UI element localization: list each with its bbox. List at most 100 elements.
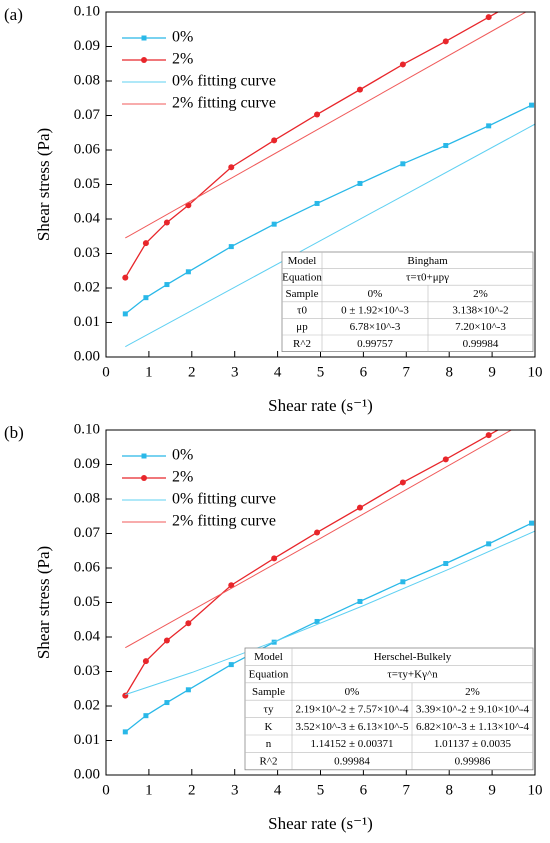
y-tick-label: 0.00 bbox=[74, 766, 100, 782]
marker bbox=[529, 520, 535, 526]
marker bbox=[228, 582, 235, 589]
y-tick-label: 0.09 bbox=[74, 456, 100, 472]
x-tick-label: 2 bbox=[188, 782, 196, 798]
marker bbox=[400, 579, 406, 585]
x-tick-label: 9 bbox=[488, 782, 496, 798]
y-tick-label: 0.07 bbox=[74, 107, 101, 123]
marker bbox=[399, 61, 406, 68]
marker bbox=[400, 161, 406, 167]
table-cell: 2% bbox=[473, 288, 488, 300]
series-line bbox=[124, 522, 532, 733]
marker bbox=[141, 475, 147, 481]
marker bbox=[164, 700, 170, 706]
marker bbox=[122, 729, 128, 735]
table-cell: τ=τy+Kγ^n bbox=[387, 669, 438, 681]
marker bbox=[122, 311, 128, 317]
parameter-table: Model Bingham Equation τ=τ0+μpγ Sample 0% 2% τ0… bbox=[281, 251, 534, 352]
x-tick-label: 6 bbox=[360, 364, 368, 380]
marker bbox=[442, 456, 449, 463]
table-cell: 2.19×10^-2 ± 7.57×10^-4 bbox=[295, 703, 409, 715]
marker bbox=[485, 14, 492, 21]
y-axis-label: Shear stress (Pa) bbox=[34, 546, 53, 659]
table-cell: μp bbox=[296, 321, 308, 333]
legend-label: 0% bbox=[172, 29, 193, 46]
table-cell: 0 ± 1.92×10^-3 bbox=[341, 305, 409, 317]
marker bbox=[443, 143, 449, 149]
marker bbox=[486, 541, 492, 547]
y-tick-label: 0.09 bbox=[74, 38, 100, 54]
table-cell: Equation bbox=[249, 669, 289, 681]
legend-label: 0% fitting curve bbox=[172, 491, 276, 508]
x-axis-label: Shear rate (s⁻¹) bbox=[268, 396, 373, 415]
marker bbox=[271, 221, 277, 227]
series-line bbox=[124, 104, 532, 315]
table-cell: τy bbox=[264, 703, 274, 715]
table-cell: 0.99984 bbox=[463, 338, 499, 350]
x-tick-label: 1 bbox=[145, 782, 153, 798]
table-cell: 3.39×10^-2 ± 9.10×10^-4 bbox=[416, 703, 530, 715]
marker bbox=[529, 408, 535, 414]
table-cell: 0.99757 bbox=[357, 338, 393, 350]
panel-label: (a) bbox=[4, 5, 23, 24]
table-cell: Sample bbox=[252, 686, 285, 698]
y-tick-label: 0.06 bbox=[74, 141, 101, 157]
legend-label: 0% fitting curve bbox=[172, 73, 276, 90]
panel-label: (b) bbox=[4, 423, 24, 442]
y-tick-label: 0.10 bbox=[74, 3, 100, 19]
marker bbox=[485, 432, 492, 439]
marker bbox=[122, 274, 129, 281]
legend-label: 0% bbox=[172, 447, 193, 464]
marker bbox=[141, 453, 147, 459]
table-cell: n bbox=[266, 738, 272, 750]
y-tick-label: 0.04 bbox=[74, 628, 101, 644]
marker bbox=[314, 200, 320, 206]
table-cell: 3.52×10^-3 ± 6.13×10^-5 bbox=[295, 721, 409, 733]
plot-frame bbox=[105, 11, 536, 358]
marker bbox=[357, 598, 363, 604]
table-cell: Herschel-Bulkely bbox=[374, 651, 452, 663]
x-tick-label: 7 bbox=[403, 364, 411, 380]
table-cell: 0% bbox=[345, 686, 360, 698]
marker bbox=[185, 687, 191, 693]
x-tick-label: 4 bbox=[274, 364, 282, 380]
parameter-table: Model Herschel-Bulkely Equation τ=τy+Kγ^n Sa… bbox=[244, 647, 534, 771]
table-cell: 0.99986 bbox=[455, 756, 491, 768]
y-tick-label: 0.01 bbox=[74, 314, 100, 330]
y-tick-label: 0.08 bbox=[74, 72, 100, 88]
x-tick-label: 0 bbox=[102, 782, 110, 798]
table-cell: Bingham bbox=[407, 255, 448, 267]
series-line bbox=[124, 12, 500, 278]
x-tick-label: 10 bbox=[528, 364, 543, 380]
panel: (b) Shear stress (Pa) Shear rate (s⁻¹) 0.00… bbox=[4, 408, 543, 833]
y-tick-label: 0.10 bbox=[74, 421, 100, 437]
x-tick-label: 3 bbox=[231, 364, 239, 380]
table-cell: 1.14152 ± 0.00371 bbox=[310, 738, 393, 750]
y-tick-label: 0.05 bbox=[74, 594, 100, 610]
y-tick-label: 0.07 bbox=[74, 525, 101, 541]
y-tick-label: 0.01 bbox=[74, 732, 100, 748]
legend-label: 2% bbox=[172, 51, 193, 68]
marker bbox=[314, 111, 321, 118]
x-axis-label: Shear rate (s⁻¹) bbox=[268, 814, 373, 833]
table-cell: 1.01137 ± 0.0035 bbox=[434, 738, 512, 750]
x-tick-label: 5 bbox=[317, 364, 325, 380]
marker bbox=[486, 123, 492, 129]
table-cell: Model bbox=[288, 255, 317, 267]
table-cell: Model bbox=[254, 651, 283, 663]
table-cell: 6.82×10^-3 ± 1.13×10^-4 bbox=[416, 721, 530, 733]
x-tick-label: 2 bbox=[188, 364, 196, 380]
table-cell: Sample bbox=[286, 288, 319, 300]
marker bbox=[529, 102, 535, 108]
x-tick-label: 7 bbox=[403, 782, 411, 798]
table-cell: 0.99984 bbox=[334, 756, 370, 768]
y-tick-label: 0.03 bbox=[74, 245, 100, 261]
marker bbox=[141, 57, 147, 63]
x-tick-label: 0 bbox=[102, 364, 110, 380]
marker bbox=[356, 86, 363, 93]
marker bbox=[143, 295, 149, 301]
marker bbox=[228, 244, 234, 250]
table-cell: 2% bbox=[465, 686, 480, 698]
marker bbox=[164, 282, 170, 288]
